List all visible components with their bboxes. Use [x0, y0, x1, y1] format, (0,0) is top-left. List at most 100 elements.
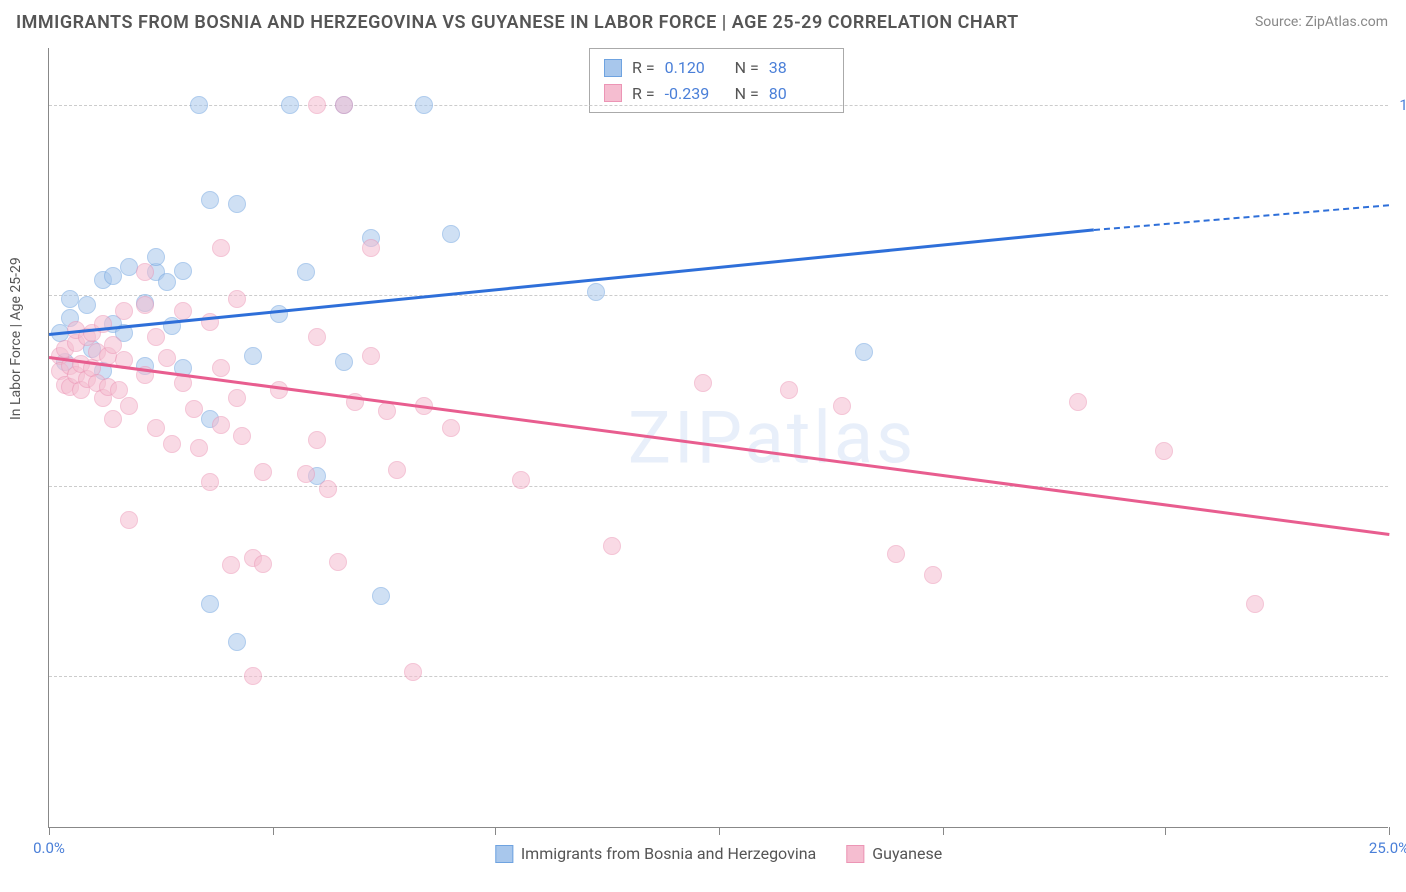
gridline-h	[49, 486, 1388, 487]
scatter-point-guyanese	[222, 556, 240, 574]
scatter-point-bosnia	[190, 96, 208, 114]
scatter-point-guyanese	[924, 566, 942, 584]
x-tick	[719, 827, 720, 835]
scatter-point-bosnia	[201, 191, 219, 209]
scatter-point-guyanese	[254, 463, 272, 481]
scatter-point-guyanese	[120, 511, 138, 529]
scatter-point-guyanese	[228, 389, 246, 407]
scatter-point-guyanese	[887, 545, 905, 563]
scatter-point-bosnia	[228, 633, 246, 651]
scatter-point-guyanese	[254, 555, 272, 573]
scatter-point-guyanese	[174, 302, 192, 320]
x-tick	[943, 827, 944, 835]
scatter-point-guyanese	[136, 296, 154, 314]
legend-r-value: -0.239	[665, 81, 725, 107]
scatter-point-guyanese	[201, 473, 219, 491]
scatter-point-guyanese	[1155, 442, 1173, 460]
trendline-bosnia	[49, 229, 1094, 336]
scatter-point-guyanese	[147, 419, 165, 437]
scatter-point-bosnia	[78, 296, 96, 314]
scatter-point-guyanese	[308, 431, 326, 449]
legend-swatch	[495, 845, 513, 863]
scatter-point-guyanese	[1246, 595, 1264, 613]
scatter-point-bosnia	[104, 267, 122, 285]
scatter-point-guyanese	[378, 402, 396, 420]
scatter-point-bosnia	[147, 248, 165, 266]
legend-n-label: N =	[735, 81, 759, 107]
legend-row-guyanese: R = -0.239 N = 80	[604, 81, 829, 107]
scatter-point-bosnia	[174, 262, 192, 280]
scatter-point-bosnia	[297, 263, 315, 281]
legend-swatch	[604, 59, 622, 77]
scatter-point-bosnia	[335, 353, 353, 371]
scatter-point-guyanese	[270, 381, 288, 399]
y-tick-label: 100.0%	[1399, 96, 1406, 114]
scatter-point-guyanese	[833, 397, 851, 415]
scatter-point-guyanese	[136, 263, 154, 281]
chart-title: IMMIGRANTS FROM BOSNIA AND HERZEGOVINA V…	[16, 12, 1019, 33]
scatter-point-guyanese	[362, 347, 380, 365]
scatter-point-guyanese	[308, 96, 326, 114]
scatter-point-bosnia	[587, 283, 605, 301]
scatter-point-guyanese	[1069, 393, 1087, 411]
legend-r-value: 0.120	[665, 55, 725, 81]
legend-label: Guyanese	[872, 844, 942, 863]
trendline-dash-bosnia	[1094, 204, 1389, 231]
legend-row-bosnia: R =0.120N =38	[604, 55, 829, 81]
scatter-point-guyanese	[163, 435, 181, 453]
scatter-point-guyanese	[780, 381, 798, 399]
scatter-point-bosnia	[415, 96, 433, 114]
scatter-point-bosnia	[244, 347, 262, 365]
scatter-point-guyanese	[120, 397, 138, 415]
scatter-point-guyanese	[233, 427, 251, 445]
scatter-point-bosnia	[372, 587, 390, 605]
gridline-h	[49, 295, 1388, 296]
scatter-point-guyanese	[308, 328, 326, 346]
legend-item: Immigrants from Bosnia and Herzegovina	[495, 844, 816, 863]
legend-swatch	[846, 845, 864, 863]
series-legend: Immigrants from Bosnia and Herzegovina Gu…	[495, 844, 942, 863]
chart-plot-area: ZIPatlas R =0.120N =38R =-0.239N =80 Imm…	[48, 48, 1388, 828]
x-tick	[273, 827, 274, 835]
scatter-point-guyanese	[694, 374, 712, 392]
scatter-point-bosnia	[270, 305, 288, 323]
legend-n-label: N =	[735, 55, 759, 81]
scatter-point-guyanese	[185, 400, 203, 418]
scatter-point-guyanese	[335, 96, 353, 114]
x-tick-label: 0.0%	[33, 839, 65, 857]
x-tick	[495, 827, 496, 835]
scatter-point-guyanese	[212, 239, 230, 257]
scatter-point-guyanese	[228, 290, 246, 308]
x-tick	[49, 827, 50, 835]
scatter-point-guyanese	[388, 461, 406, 479]
legend-item: Guyanese	[846, 844, 942, 863]
scatter-point-bosnia	[442, 225, 460, 243]
y-axis-label: In Labor Force | Age 25-29	[8, 257, 24, 420]
scatter-point-bosnia	[201, 595, 219, 613]
scatter-point-guyanese	[115, 302, 133, 320]
trendline-guyanese	[49, 356, 1389, 535]
x-tick	[1389, 827, 1390, 835]
scatter-point-guyanese	[104, 410, 122, 428]
correlation-legend: R = 0.120 N = 38R = -0.239 N = 80	[589, 48, 844, 113]
x-tick	[1165, 827, 1166, 835]
scatter-point-bosnia	[281, 96, 299, 114]
scatter-point-bosnia	[228, 195, 246, 213]
scatter-point-guyanese	[212, 416, 230, 434]
scatter-point-guyanese	[329, 553, 347, 571]
scatter-point-guyanese	[512, 471, 530, 489]
x-tick-label: 25.0%	[1369, 839, 1406, 857]
scatter-point-guyanese	[603, 537, 621, 555]
legend-n-value: 80	[769, 81, 829, 107]
scatter-point-guyanese	[319, 480, 337, 498]
scatter-point-bosnia	[855, 343, 873, 361]
scatter-point-guyanese	[158, 349, 176, 367]
legend-n-value: 38	[769, 55, 829, 81]
legend-label: Immigrants from Bosnia and Herzegovina	[521, 844, 816, 863]
source-attribution: Source: ZipAtlas.com	[1255, 14, 1388, 30]
legend-r-label: R =	[632, 81, 655, 107]
scatter-point-guyanese	[190, 439, 208, 457]
scatter-point-guyanese	[442, 419, 460, 437]
scatter-point-guyanese	[244, 667, 262, 685]
scatter-point-guyanese	[297, 465, 315, 483]
